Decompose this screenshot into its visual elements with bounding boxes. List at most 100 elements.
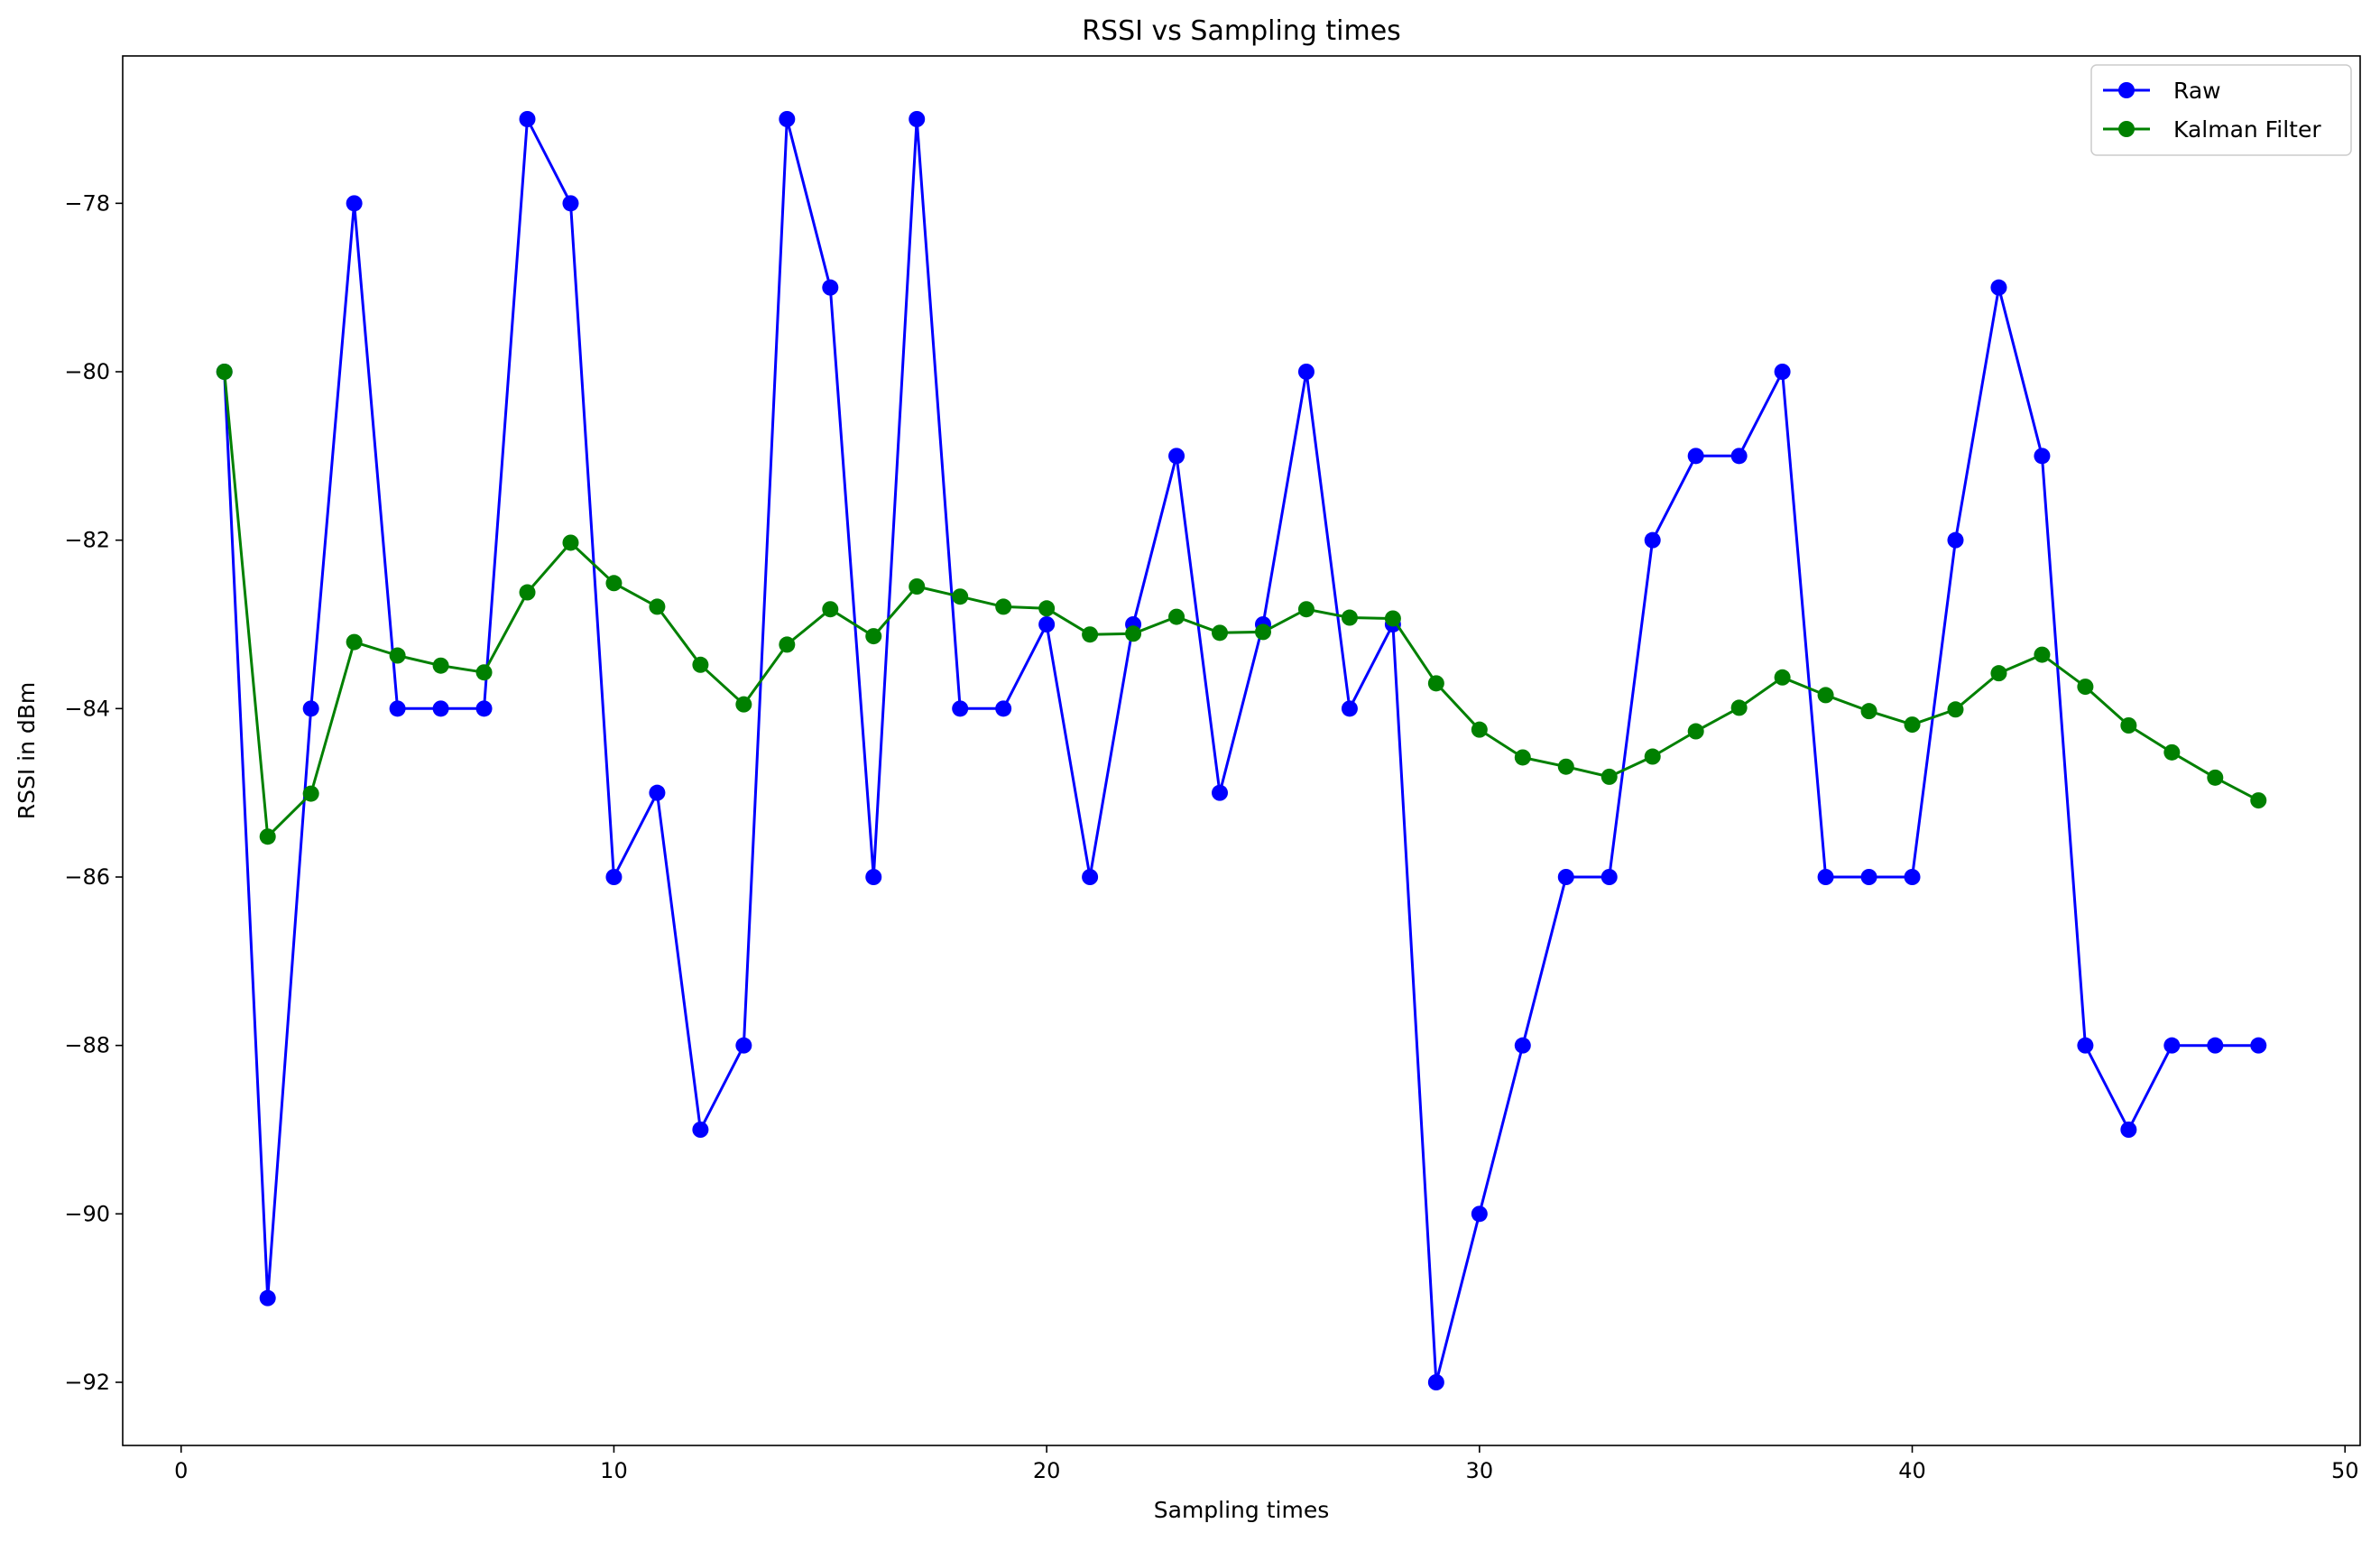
data-point-raw: [1904, 869, 1921, 885]
data-point-raw: [1082, 869, 1099, 885]
data-point-raw: [1557, 869, 1574, 885]
data-point-raw: [909, 111, 926, 127]
data-point-kalman-filter: [2250, 792, 2267, 809]
data-point-raw: [952, 700, 969, 717]
data-point-kalman-filter: [1947, 701, 1964, 718]
data-point-kalman-filter: [1038, 600, 1056, 617]
y-tick-label: −90: [64, 1201, 110, 1226]
data-point-raw: [1514, 1037, 1531, 1054]
data-point-raw: [2034, 448, 2051, 465]
data-point-kalman-filter: [649, 598, 666, 615]
y-tick-label: −78: [64, 190, 110, 216]
data-point-kalman-filter: [1860, 703, 1877, 720]
x-axis-title: Sampling times: [1154, 1497, 1329, 1523]
data-point-raw: [475, 700, 493, 717]
y-tick-label: −84: [64, 696, 110, 721]
y-tick-label: −80: [64, 359, 110, 384]
data-point-kalman-filter: [259, 828, 276, 845]
data-point-kalman-filter: [605, 575, 623, 592]
data-point-kalman-filter: [1341, 609, 1358, 626]
data-point-kalman-filter: [865, 628, 882, 645]
data-point-kalman-filter: [346, 633, 363, 651]
data-point-raw: [259, 1289, 276, 1307]
x-tick-label: 30: [1466, 1458, 1494, 1483]
legend-box: [2090, 64, 2352, 156]
x-tick-label: 10: [600, 1458, 628, 1483]
data-point-kalman-filter: [735, 696, 752, 713]
legend-raw-label: Raw: [2173, 78, 2221, 104]
data-point-kalman-filter: [779, 636, 796, 653]
data-point-kalman-filter: [562, 534, 579, 551]
data-point-kalman-filter: [1427, 675, 1444, 692]
y-axis: −78 −80 −82 −84 −86 −88 −90 −92: [64, 190, 123, 1395]
data-point-kalman-filter: [432, 657, 449, 674]
data-point-kalman-filter: [1384, 610, 1401, 627]
data-point-raw: [1687, 448, 1704, 465]
legend: Raw Kalman Filter: [2090, 64, 2352, 156]
data-point-kalman-filter: [1168, 608, 1185, 625]
data-point-raw: [1601, 869, 1618, 885]
data-point-raw: [2207, 1037, 2224, 1054]
y-tick-label: −82: [64, 528, 110, 553]
data-point-raw: [1730, 448, 1748, 465]
legend-kalman-swatch-marker: [2118, 121, 2135, 137]
data-point-raw: [692, 1122, 709, 1138]
data-point-raw: [2250, 1037, 2267, 1054]
data-point-kalman-filter: [1297, 601, 1315, 618]
data-point-raw: [735, 1037, 752, 1054]
x-tick-label: 40: [1898, 1458, 1926, 1483]
data-point-raw: [346, 195, 363, 212]
data-point-raw: [2120, 1122, 2137, 1138]
data-point-kalman-filter: [909, 578, 926, 595]
legend-kalman-label: Kalman Filter: [2173, 116, 2321, 143]
data-point-kalman-filter: [1471, 721, 1488, 738]
x-tick-label: 0: [174, 1458, 188, 1483]
data-point-raw: [302, 700, 319, 717]
data-point-kalman-filter: [2034, 646, 2051, 663]
data-point-raw: [432, 700, 449, 717]
data-point-raw: [865, 869, 882, 885]
data-point-kalman-filter: [1514, 749, 1531, 766]
data-point-raw: [519, 111, 536, 127]
data-point-kalman-filter: [2077, 679, 2094, 696]
data-point-kalman-filter: [2207, 769, 2224, 786]
data-point-kalman-filter: [822, 601, 839, 618]
y-tick-label: −86: [64, 864, 110, 890]
data-point-kalman-filter: [1557, 758, 1574, 775]
data-point-raw: [779, 111, 796, 127]
data-point-kalman-filter: [475, 664, 493, 681]
data-point-kalman-filter: [302, 785, 319, 802]
data-point-kalman-filter: [692, 656, 709, 673]
data-point-kalman-filter: [519, 584, 536, 601]
data-point-kalman-filter: [1212, 624, 1229, 642]
data-point-kalman-filter: [952, 588, 969, 605]
data-point-kalman-filter: [216, 364, 233, 380]
data-point-raw: [1860, 869, 1877, 885]
x-tick-label: 20: [1033, 1458, 1061, 1483]
data-point-kalman-filter: [1644, 748, 1661, 765]
chart-title: RSSI vs Sampling times: [1082, 15, 1401, 47]
data-point-raw: [605, 869, 623, 885]
data-point-raw: [389, 700, 406, 717]
data-point-raw: [1038, 616, 1056, 632]
data-point-raw: [995, 700, 1012, 717]
data-point-raw: [2077, 1037, 2094, 1054]
data-point-raw: [649, 784, 666, 801]
data-point-kalman-filter: [1904, 716, 1921, 734]
data-point-raw: [562, 195, 579, 212]
data-point-raw: [2163, 1037, 2181, 1054]
y-axis-title: RSSI in dBm: [14, 682, 40, 820]
data-point-kalman-filter: [1601, 768, 1618, 785]
data-point-kalman-filter: [389, 647, 406, 664]
data-point-kalman-filter: [995, 598, 1012, 615]
data-point-raw: [1471, 1205, 1488, 1223]
data-point-kalman-filter: [1254, 623, 1271, 641]
data-point-kalman-filter: [1817, 687, 1834, 704]
data-point-raw: [1817, 869, 1834, 885]
data-point-kalman-filter: [1125, 625, 1142, 642]
data-point-raw: [1644, 531, 1661, 549]
data-point-raw: [1297, 364, 1315, 380]
x-tick-label: 50: [2331, 1458, 2359, 1483]
data-point-raw: [1168, 448, 1185, 465]
